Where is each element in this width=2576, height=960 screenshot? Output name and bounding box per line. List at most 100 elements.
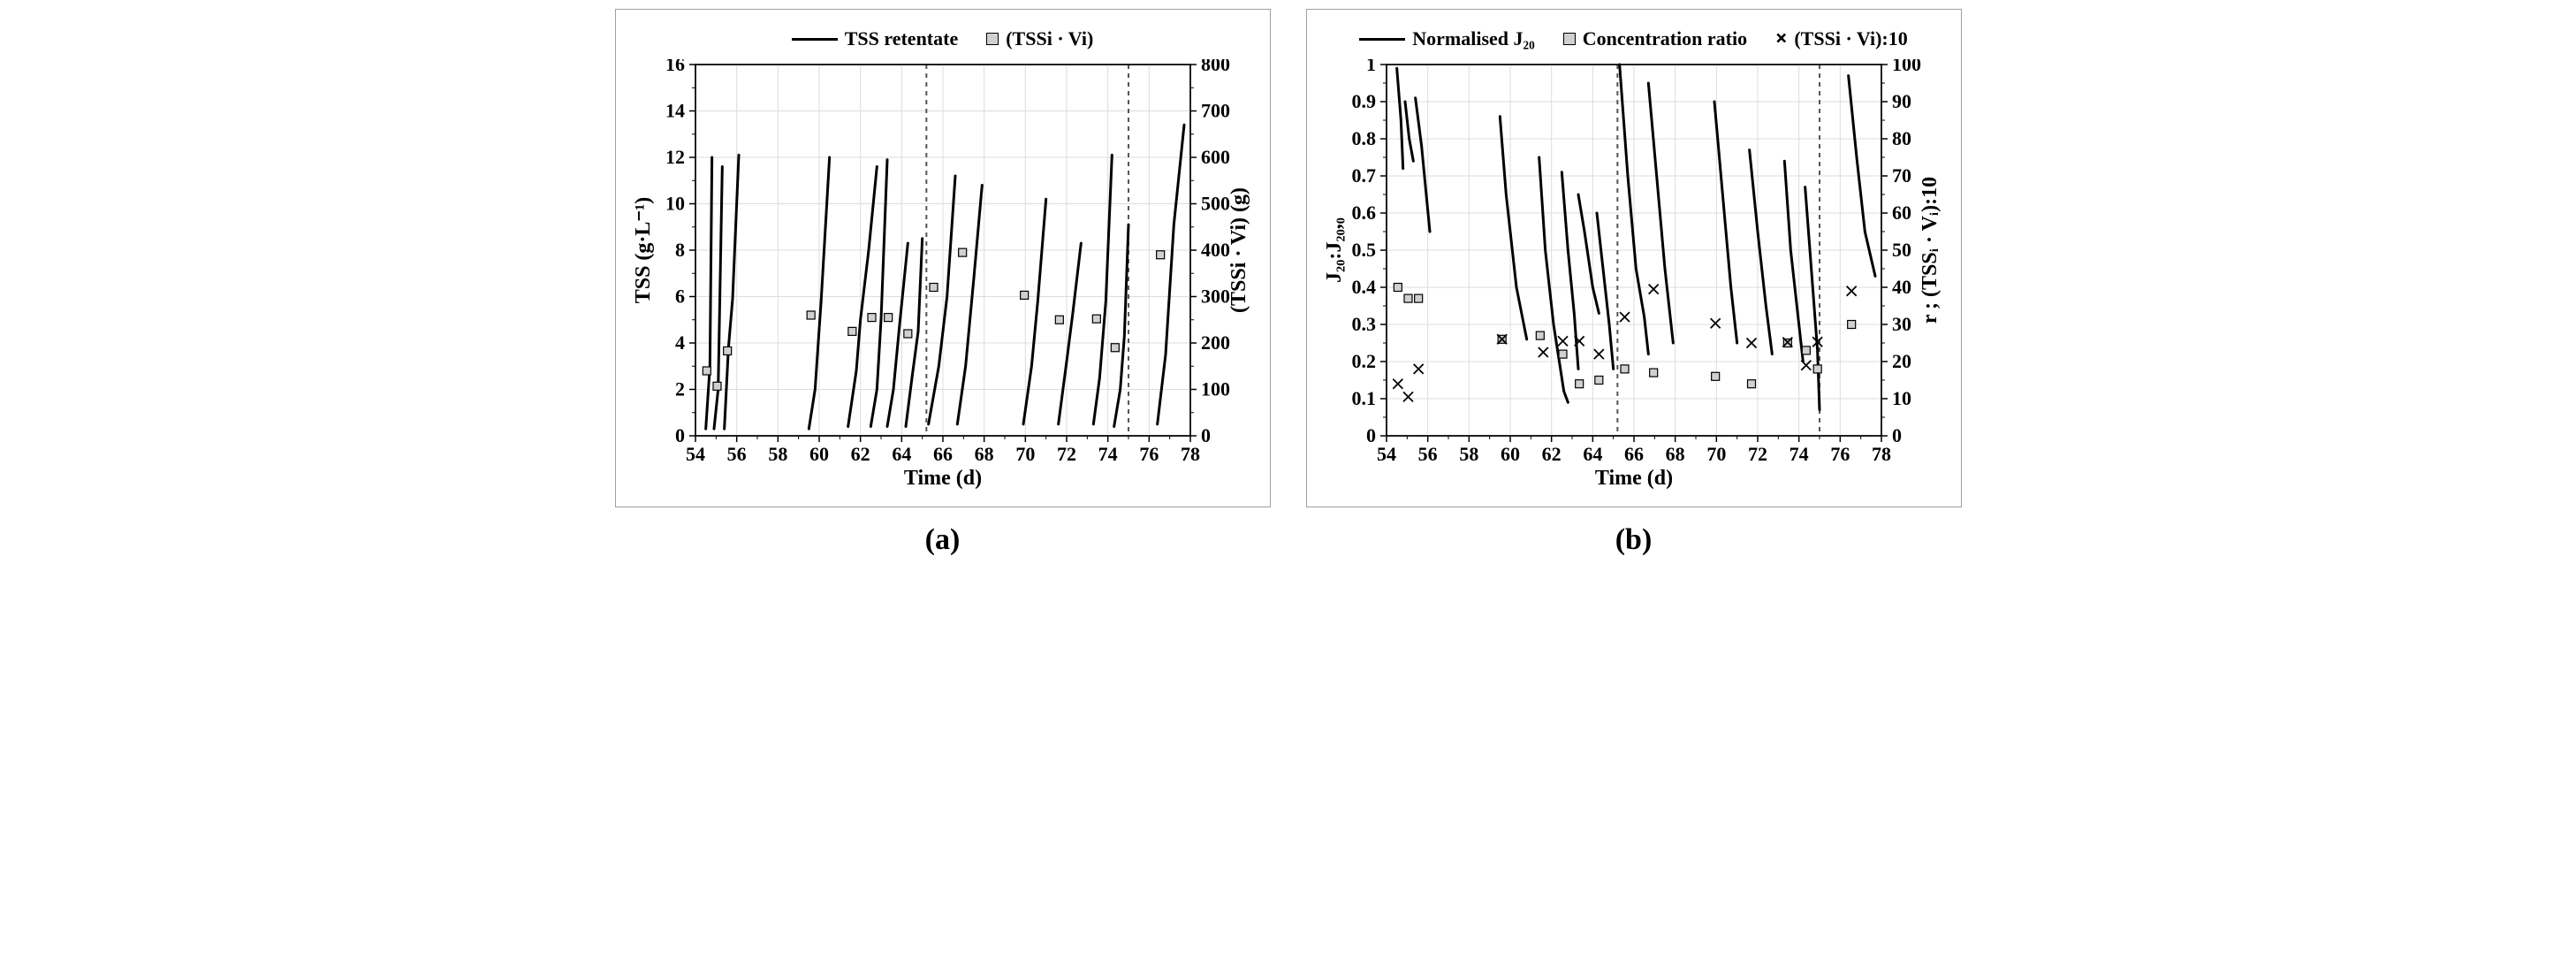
svg-text:78: 78: [1872, 443, 1891, 465]
svg-text:56: 56: [726, 443, 746, 465]
svg-text:0.7: 0.7: [1351, 164, 1376, 187]
svg-text:62: 62: [850, 443, 870, 465]
svg-text:0: 0: [1366, 424, 1376, 446]
svg-text:500: 500: [1201, 193, 1230, 215]
svg-text:Time (d): Time (d): [903, 467, 981, 489]
svg-text:4: 4: [675, 331, 685, 354]
svg-text:10: 10: [665, 193, 685, 215]
legend-x-icon: ×: [1775, 29, 1787, 49]
svg-text:40: 40: [1892, 276, 1911, 298]
legend-square-icon: [986, 33, 999, 45]
svg-text:64: 64: [892, 443, 911, 465]
svg-text:600: 600: [1201, 146, 1230, 168]
panel-b-legend: Normalised J₂₀ Concentration ratio × (TS…: [1325, 27, 1943, 50]
svg-text:200: 200: [1201, 331, 1230, 354]
svg-text:70: 70: [1892, 164, 1911, 187]
svg-text:54: 54: [686, 443, 705, 465]
legend-line-icon: [1359, 38, 1405, 41]
svg-text:60: 60: [1501, 443, 1520, 465]
svg-text:(TSSi · Vi) (g): (TSSi · Vi) (g): [1227, 187, 1250, 313]
svg-text:0: 0: [675, 424, 685, 446]
svg-text:400: 400: [1201, 239, 1230, 261]
svg-text:10: 10: [1892, 387, 1911, 409]
svg-text:54: 54: [1377, 443, 1396, 465]
panel-b-legend-item-line: Normalised J₂₀: [1359, 27, 1534, 50]
chart-svg: 5456586062646668707274767800.10.20.30.40…: [1325, 59, 1943, 489]
panel-b-legend-label-2: (TSSi · Vi):10: [1794, 27, 1907, 50]
svg-text:300: 300: [1201, 286, 1230, 308]
svg-text:60: 60: [809, 443, 829, 465]
panel-b: Normalised J₂₀ Concentration ratio × (TS…: [1306, 9, 1962, 557]
svg-text:56: 56: [1417, 443, 1437, 465]
panel-b-legend-item-x: × (TSSi · Vi):10: [1775, 27, 1908, 50]
svg-text:58: 58: [768, 443, 787, 465]
svg-text:100: 100: [1201, 378, 1230, 400]
svg-text:70: 70: [1015, 443, 1035, 465]
panel-a-legend-label-1: (TSSi · Vi): [1006, 27, 1093, 50]
svg-text:TSS (g·L⁻¹): TSS (g·L⁻¹): [634, 197, 655, 304]
svg-text:16: 16: [665, 59, 685, 75]
panel-a-legend-item-square: (TSSi · Vi): [986, 27, 1093, 50]
svg-text:78: 78: [1181, 443, 1200, 465]
svg-text:72: 72: [1057, 443, 1076, 465]
svg-text:0.2: 0.2: [1351, 350, 1376, 372]
svg-text:74: 74: [1789, 443, 1808, 465]
panel-a-legend-item-line: TSS retentate: [792, 27, 959, 50]
figure-row: TSS retentate (TSSi · Vi) 54565860626466…: [9, 9, 2567, 557]
svg-text:80: 80: [1892, 127, 1911, 149]
panel-a: TSS retentate (TSSi · Vi) 54565860626466…: [615, 9, 1271, 557]
svg-text:58: 58: [1459, 443, 1478, 465]
svg-text:100: 100: [1892, 59, 1921, 75]
svg-text:0.4: 0.4: [1351, 276, 1376, 298]
panel-b-legend-label-0: Normalised J₂₀: [1412, 27, 1534, 50]
svg-text:0.8: 0.8: [1351, 127, 1376, 149]
panel-b-legend-item-square: Concentration ratio: [1563, 27, 1747, 50]
svg-text:800: 800: [1201, 59, 1230, 75]
svg-text:2: 2: [675, 378, 685, 400]
legend-line-icon: [792, 38, 838, 41]
svg-text:6: 6: [675, 286, 685, 308]
panel-a-chartbox: TSS retentate (TSSi · Vi) 54565860626466…: [615, 9, 1271, 507]
svg-text:68: 68: [974, 443, 993, 465]
svg-text:60: 60: [1892, 202, 1911, 224]
svg-text:76: 76: [1830, 443, 1850, 465]
svg-text:62: 62: [1541, 443, 1561, 465]
svg-text:72: 72: [1748, 443, 1767, 465]
svg-text:14: 14: [665, 100, 685, 122]
svg-text:0: 0: [1201, 424, 1211, 446]
panel-a-legend: TSS retentate (TSSi · Vi): [634, 27, 1252, 50]
panel-b-caption: (b): [1615, 523, 1653, 557]
svg-text:0.3: 0.3: [1351, 313, 1376, 335]
svg-text:700: 700: [1201, 100, 1230, 122]
svg-text:Time (d): Time (d): [1594, 467, 1672, 489]
svg-text:0.9: 0.9: [1351, 90, 1376, 112]
svg-text:66: 66: [1624, 443, 1644, 465]
chart-svg: 5456586062646668707274767802468101214160…: [634, 59, 1252, 489]
svg-text:0.6: 0.6: [1351, 202, 1376, 224]
svg-text:1: 1: [1366, 59, 1376, 75]
panel-a-caption: (a): [925, 523, 961, 557]
svg-text:50: 50: [1892, 239, 1911, 261]
svg-text:70: 70: [1706, 443, 1726, 465]
svg-text:r ; (TSSᵢ · Vᵢ):10: r ; (TSSᵢ · Vᵢ):10: [1919, 177, 1941, 324]
svg-text:0: 0: [1892, 424, 1902, 446]
panel-b-chartbox: Normalised J₂₀ Concentration ratio × (TS…: [1306, 9, 1962, 507]
legend-square-icon: [1563, 33, 1576, 45]
panel-a-chart-inner: 5456586062646668707274767802468101214160…: [634, 59, 1252, 489]
svg-text:64: 64: [1583, 443, 1602, 465]
svg-text:66: 66: [933, 443, 953, 465]
svg-text:0.5: 0.5: [1351, 239, 1376, 261]
svg-text:J₂₀:J₂₀,₀: J₂₀:J₂₀,₀: [1325, 217, 1346, 283]
svg-text:90: 90: [1892, 90, 1911, 112]
svg-text:20: 20: [1892, 350, 1911, 372]
svg-text:12: 12: [665, 146, 685, 168]
svg-text:30: 30: [1892, 313, 1911, 335]
svg-text:74: 74: [1098, 443, 1117, 465]
panel-b-legend-label-1: Concentration ratio: [1583, 27, 1747, 50]
svg-text:76: 76: [1139, 443, 1159, 465]
svg-text:68: 68: [1665, 443, 1684, 465]
svg-text:8: 8: [675, 239, 685, 261]
panel-a-legend-label-0: TSS retentate: [845, 27, 959, 50]
panel-b-chart-inner: 5456586062646668707274767800.10.20.30.40…: [1325, 59, 1943, 489]
svg-text:0.1: 0.1: [1351, 387, 1376, 409]
